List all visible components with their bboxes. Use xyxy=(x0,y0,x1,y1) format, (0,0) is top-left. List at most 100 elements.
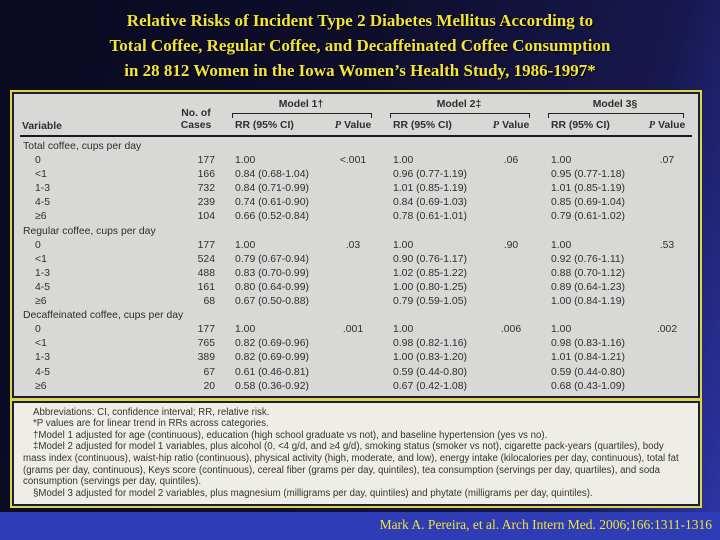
cell-m2p xyxy=(484,253,538,267)
cell-m2rr: 0.78 (0.61-1.01) xyxy=(393,211,467,223)
cell-m3rr: 1.01 (0.84-1.21) xyxy=(551,352,625,364)
cell-category: <1 xyxy=(35,253,47,265)
cell-m2p xyxy=(484,380,538,394)
cell-category: <1 xyxy=(35,338,47,350)
col-header-model3: Model 3§ xyxy=(538,96,692,118)
table-row: 0 177 1.00 <.001 1.00 .06 1.00 .07 xyxy=(20,154,692,168)
citation-text: Mark A. Pereira, et al. Arch Intern Med.… xyxy=(379,517,712,532)
cell-m1rr: 0.82 (0.69-0.96) xyxy=(235,338,309,350)
model3-bracket xyxy=(548,113,684,118)
cell-m2rr: 0.90 (0.76-1.17) xyxy=(393,253,467,265)
col-header-model2-p: P Value xyxy=(484,118,538,137)
cell-m2rr: 1.00 (0.80-1.25) xyxy=(393,281,467,293)
cell-m1rr: 1.00 xyxy=(235,239,256,251)
cell-m2p: .06 xyxy=(503,155,519,167)
cell-category: 4-5 xyxy=(35,197,51,209)
cell-m2p xyxy=(484,281,538,295)
col-header-model1-rr: RR (95% CI) xyxy=(222,118,326,137)
section-label: Total coffee, cups per day xyxy=(23,141,142,152)
cell-m3p xyxy=(642,337,692,351)
cell-category: 1-3 xyxy=(35,267,51,279)
cell-cases: 732 xyxy=(197,183,215,195)
model2-label: Model 2‡ xyxy=(436,99,482,110)
cell-cases: 67 xyxy=(203,366,215,378)
cell-m1rr: 0.74 (0.61-0.90) xyxy=(235,197,309,209)
table-row: ≥6 20 0.58 (0.36-0.92) 0.67 (0.42-1.08) 0.68… xyxy=(20,380,692,394)
cell-m3p xyxy=(642,253,692,267)
cell-m3rr: 0.68 (0.43-1.09) xyxy=(551,380,625,392)
cell-m1rr: 0.83 (0.70-0.99) xyxy=(235,267,309,279)
cell-m2p xyxy=(484,351,538,365)
cell-cases: 177 xyxy=(197,155,215,167)
cell-m2rr: 0.59 (0.44-0.80) xyxy=(393,366,467,378)
cell-m3rr: 1.00 xyxy=(551,155,572,167)
cell-m2rr: 1.00 (0.83-1.20) xyxy=(393,352,467,364)
cell-category: 1-3 xyxy=(35,183,51,195)
cell-m3p: .002 xyxy=(656,324,678,336)
cell-cases: 104 xyxy=(197,211,215,223)
cell-m2p: .006 xyxy=(500,324,522,336)
cell-m1rr: 0.79 (0.67-0.94) xyxy=(235,253,309,265)
cell-m2rr: 1.00 xyxy=(393,324,414,336)
table-row: <1 524 0.79 (0.67-0.94) 0.90 (0.76-1.17) 0.9… xyxy=(20,253,692,267)
cell-m2p xyxy=(484,210,538,224)
cell-cases: 177 xyxy=(197,324,215,336)
cell-m1rr: 0.82 (0.69-0.99) xyxy=(235,352,309,364)
cell-m1rr: 1.00 xyxy=(235,155,256,167)
cell-m3p: .07 xyxy=(659,155,675,167)
cell-cases: 68 xyxy=(203,296,215,308)
cell-m1p xyxy=(326,253,380,267)
cell-category: 1-3 xyxy=(35,352,51,364)
cell-m2p xyxy=(484,337,538,351)
section-label: Regular coffee, cups per day xyxy=(23,225,156,237)
table-panel: Variable No. of Cases Model 1† Model 2‡ … xyxy=(10,90,702,509)
cell-m1p xyxy=(326,281,380,295)
col-header-model2-rr: RR (95% CI) xyxy=(380,118,484,137)
section-row: Total coffee, cups per day xyxy=(20,136,692,154)
cell-cases: 765 xyxy=(197,338,215,350)
header-row-models: Variable No. of Cases Model 1† Model 2‡ … xyxy=(20,96,692,137)
cell-m3rr: 0.59 (0.44-0.80) xyxy=(551,366,625,378)
table-row: <1 765 0.82 (0.69-0.96) 0.98 (0.82-1.16) 0.9… xyxy=(20,337,692,351)
cell-category: ≥6 xyxy=(35,296,47,308)
cell-category: 0 xyxy=(35,155,41,167)
cell-m3rr: 0.89 (0.64-1.23) xyxy=(551,281,625,293)
cell-m3p xyxy=(642,196,692,210)
footnote: Abbreviations: CI, confidence interval; … xyxy=(33,406,270,418)
cell-m1p: .03 xyxy=(345,239,361,251)
cell-m1p xyxy=(326,182,380,196)
col-header-model3-rr: RR (95% CI) xyxy=(538,118,642,137)
cell-m1p xyxy=(326,196,380,210)
col-header-cases: No. of Cases xyxy=(170,96,222,137)
cell-m2rr: 0.96 (0.77-1.19) xyxy=(393,169,467,181)
cell-category: 4-5 xyxy=(35,281,51,293)
cell-cases: 20 xyxy=(203,380,215,392)
cell-m2rr: 1.00 xyxy=(393,155,414,167)
table-row: 4-5 239 0.74 (0.61-0.90) 0.84 (0.69-1.03) 0.… xyxy=(20,196,692,210)
cell-m1rr: 0.66 (0.52-0.84) xyxy=(235,211,309,223)
model1-bracket xyxy=(232,113,372,118)
header-row-measures: RR (95% CI) P Value RR (95% CI) P Value RR… xyxy=(20,118,692,137)
cell-m3p xyxy=(642,210,692,224)
panel-divider xyxy=(12,397,700,401)
cell-m3p xyxy=(642,366,692,380)
footnote: ‡Model 2 adjusted for model 1 variables,… xyxy=(23,441,679,488)
cell-cases: 166 xyxy=(197,169,215,181)
cell-cases: 488 xyxy=(197,267,215,279)
cell-m3rr: 0.95 (0.77-1.18) xyxy=(551,169,625,181)
cell-m1p xyxy=(326,267,380,281)
cell-category: ≥6 xyxy=(35,380,47,392)
cell-cases: 389 xyxy=(197,352,215,364)
cell-m2rr: 0.79 (0.59-1.05) xyxy=(393,296,467,308)
cell-m3p xyxy=(642,267,692,281)
cell-m1p: <.001 xyxy=(339,155,367,167)
cell-m1rr: 1.00 xyxy=(235,324,256,336)
table-area: Variable No. of Cases Model 1† Model 2‡ … xyxy=(12,92,700,398)
cell-m3rr: 1.00 (0.84-1.19) xyxy=(551,296,625,308)
cell-m1rr: 0.61 (0.46-0.81) xyxy=(235,366,309,378)
cell-m2p xyxy=(484,196,538,210)
cell-m2rr: 0.84 (0.69-1.03) xyxy=(393,197,467,209)
model2-bracket xyxy=(390,113,530,118)
cell-m3rr: 1.00 xyxy=(551,239,572,251)
cell-m1rr: 0.67 (0.50-0.88) xyxy=(235,296,309,308)
